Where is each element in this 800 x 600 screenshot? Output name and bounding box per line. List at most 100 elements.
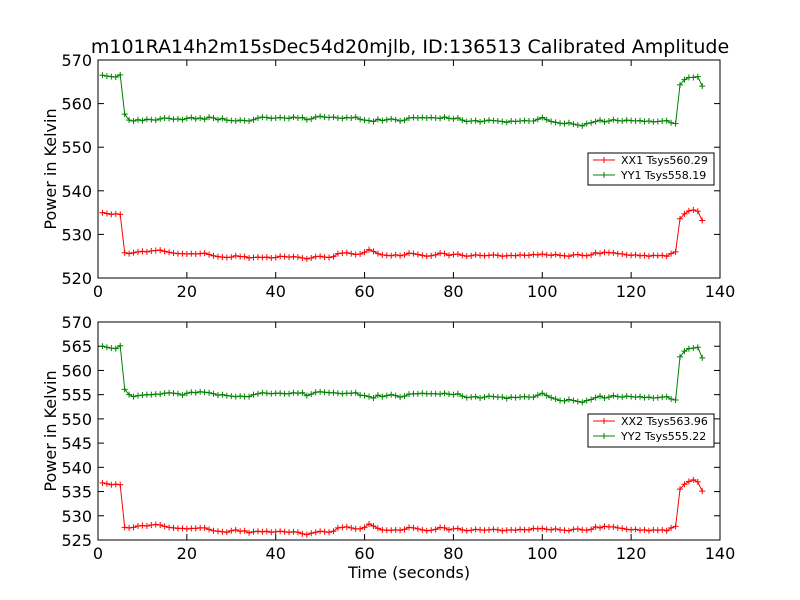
- data-point: [357, 116, 364, 123]
- data-point: [681, 348, 688, 355]
- data-point: [263, 528, 270, 535]
- data-point: [419, 252, 426, 259]
- data-point: [428, 252, 435, 259]
- data-point: [539, 114, 546, 121]
- y-axis-label: Power in Kelvin: [41, 370, 60, 491]
- data-point: [286, 115, 293, 122]
- data-point: [99, 72, 106, 79]
- data-point: [303, 255, 310, 262]
- x-axis-label: Time (seconds): [347, 563, 470, 582]
- data-point: [570, 121, 577, 128]
- data-point: [699, 488, 706, 495]
- data-point: [232, 526, 239, 533]
- data-point: [361, 524, 368, 531]
- data-point: [157, 247, 164, 254]
- data-point: [134, 116, 141, 123]
- data-point: [605, 394, 612, 401]
- x-tick-label: 100: [527, 544, 558, 563]
- legend-label: YY1 Tsys558.19: [620, 169, 706, 182]
- data-point: [645, 118, 652, 125]
- data-point: [166, 249, 173, 256]
- data-point: [361, 392, 368, 399]
- data-point: [157, 391, 164, 398]
- data-point: [157, 115, 164, 122]
- data-point: [592, 394, 599, 401]
- data-point: [152, 117, 159, 124]
- data-point: [450, 115, 457, 122]
- data-point: [263, 254, 270, 261]
- data-point: [668, 119, 675, 126]
- data-point: [330, 253, 337, 260]
- data-point: [690, 74, 697, 81]
- data-point: [579, 399, 586, 406]
- data-point: [299, 114, 306, 121]
- data-point: [397, 118, 404, 125]
- data-point: [174, 115, 181, 122]
- data-point: [241, 527, 248, 534]
- data-point: [410, 524, 417, 531]
- data-point: [641, 526, 648, 533]
- data-point: [637, 117, 644, 124]
- data-point: [437, 115, 444, 122]
- data-point: [694, 208, 701, 215]
- y-tick-label: 525: [61, 531, 92, 550]
- axes-frame: [97, 59, 721, 279]
- data-point: [543, 116, 550, 123]
- data-point: [472, 117, 479, 124]
- data-point: [677, 486, 684, 493]
- data-point: [206, 114, 213, 121]
- data-point: [401, 393, 408, 400]
- data-point: [597, 393, 604, 400]
- data-point: [254, 390, 261, 397]
- data-point: [583, 120, 590, 127]
- data-point: [525, 252, 532, 259]
- x-tick-label: 0: [93, 282, 103, 301]
- data-point: [366, 117, 373, 124]
- data-point: [459, 526, 466, 533]
- y-tick-label: 565: [61, 337, 92, 356]
- x-tick-label: 80: [443, 544, 463, 563]
- top-panel: 0 20 40 60 80 100 120 140 520 530 540 550 560 570 Powe…: [41, 51, 735, 301]
- data-point: [299, 254, 306, 261]
- data-point: [392, 251, 399, 258]
- bottom-panel: 0 20 40 60 80 100 120 140 525 530 535 540 545 550 555 5…: [41, 313, 735, 582]
- data-point: [130, 118, 137, 125]
- data-point: [348, 250, 355, 257]
- data-point: [419, 526, 426, 533]
- data-point: [392, 116, 399, 123]
- data-point: [117, 342, 124, 349]
- data-point: [565, 527, 572, 534]
- data-point: [579, 122, 586, 129]
- legend: XX1 Tsys560.29 YY1 Tsys558.19: [587, 152, 715, 186]
- data-point: [246, 529, 253, 536]
- data-point: [561, 120, 568, 127]
- data-point: [454, 251, 461, 258]
- data-point: [548, 394, 555, 401]
- x-tick-label: 0: [93, 544, 103, 563]
- data-point: [588, 119, 595, 126]
- data-point: [303, 116, 310, 123]
- data-point: [645, 527, 652, 534]
- data-point: [677, 353, 684, 360]
- data-point: [161, 248, 168, 255]
- data-point: [241, 253, 248, 260]
- data-point: [659, 252, 666, 259]
- data-point: [228, 254, 235, 261]
- data-point: [126, 391, 133, 398]
- legend-label: XX2 Tsys563.96: [621, 415, 708, 428]
- data-point: [645, 394, 652, 401]
- data-point: [388, 115, 395, 122]
- data-point: [534, 392, 541, 399]
- data-point: [210, 114, 217, 121]
- data-point: [157, 521, 164, 528]
- x-tick-label: 120: [616, 282, 647, 301]
- data-point: [250, 116, 257, 123]
- data-point: [201, 116, 208, 123]
- data-point: [477, 118, 484, 125]
- data-point: [326, 254, 333, 261]
- data-point: [414, 251, 421, 258]
- legend-marker: [601, 433, 607, 439]
- data-point: [690, 206, 697, 213]
